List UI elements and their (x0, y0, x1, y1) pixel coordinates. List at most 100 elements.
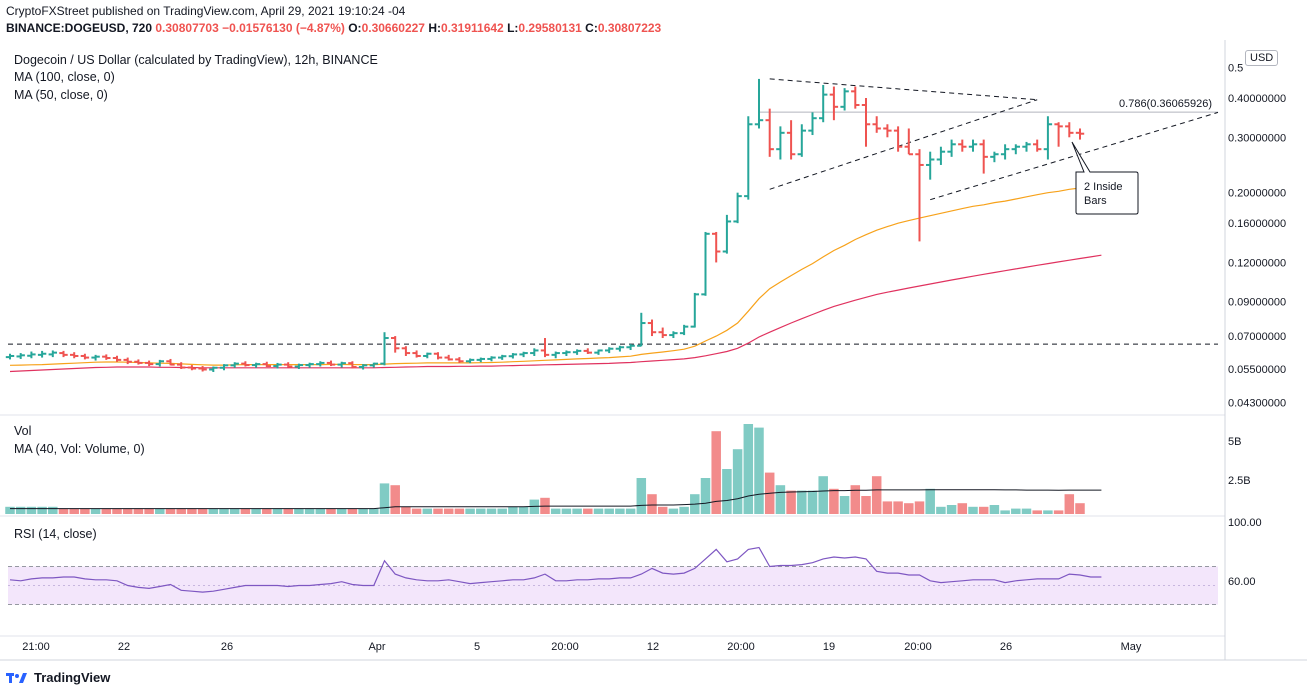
volume-bar (657, 506, 668, 514)
time-tick-label: 22 (118, 641, 130, 653)
volume-bar (561, 508, 572, 514)
volume-bar (1021, 508, 1032, 514)
volume-bar (893, 501, 903, 514)
price-bar (968, 139, 978, 152)
price-bar (540, 338, 550, 358)
price-bar (102, 354, 111, 360)
price-tick-label: 0.07000000 (1228, 331, 1286, 343)
price-bar (583, 348, 592, 354)
volume-bar (240, 508, 251, 514)
price-bar (134, 359, 143, 365)
price-bar (241, 361, 250, 367)
price-bar (926, 151, 935, 180)
price-bar (594, 349, 603, 355)
volume-bar (936, 506, 946, 514)
currency-badge[interactable]: USD (1245, 50, 1279, 66)
volume-bar (133, 508, 144, 514)
volume-bar (48, 506, 58, 514)
price-bar (936, 146, 946, 165)
price-bar (476, 357, 485, 363)
volume-bar (122, 508, 133, 514)
price-bar (722, 214, 732, 254)
rsi-tick-label: 100.00 (1228, 517, 1262, 529)
price-bar (294, 363, 304, 369)
tradingview-icon (6, 672, 27, 683)
chart-title: Dogecoin / US Dollar (calculated by Trad… (14, 53, 378, 67)
price-bar (219, 364, 229, 371)
volume-bar (176, 508, 186, 514)
price-bar (840, 88, 849, 111)
volume-bar (283, 508, 293, 514)
price-bar (530, 348, 539, 356)
price-bar (144, 360, 154, 367)
price-bar (1043, 116, 1053, 160)
volume-bar (112, 508, 122, 514)
price-bar (626, 344, 635, 351)
price-bar (819, 84, 828, 123)
volume-bar (155, 508, 165, 514)
price-bar (733, 192, 742, 224)
volume-bar (401, 506, 411, 514)
volume-bar (58, 508, 69, 514)
volume-bar (1032, 510, 1042, 514)
volume-bar (411, 508, 422, 514)
volume-bar (1000, 510, 1010, 514)
price-bar (273, 362, 282, 369)
price-bar (893, 126, 903, 152)
price-bar (198, 366, 207, 372)
volume-bar (208, 508, 219, 514)
tradingview-logo[interactable]: TradingView (6, 670, 110, 685)
volume-bar (497, 508, 507, 514)
time-tick-label: 20:00 (551, 641, 579, 653)
price-bar (990, 151, 999, 163)
price-bar (1022, 141, 1031, 152)
price-bar (112, 355, 122, 362)
volume-bar (636, 478, 647, 514)
price-bar (786, 120, 796, 160)
price-bar (658, 327, 667, 339)
price-bar (765, 108, 774, 157)
volume-bar (165, 508, 176, 514)
price-bar (262, 361, 271, 368)
price-bar (851, 86, 860, 109)
price-tick-label: 0.04300000 (1228, 398, 1286, 410)
volume-bar (829, 488, 839, 514)
time-tick-label: May (1121, 641, 1142, 653)
volume-bar (358, 508, 368, 514)
price-bar (230, 362, 239, 368)
volume-bar (807, 490, 818, 514)
open-label: O: (348, 21, 362, 35)
volume-bar (989, 505, 1000, 514)
volume-bar (850, 485, 861, 514)
price-bar (166, 358, 175, 366)
volume-bar (486, 508, 497, 514)
trend-line-0 (769, 78, 1038, 101)
volume-bar (743, 424, 754, 514)
volume-bar (326, 508, 336, 514)
price-bar (209, 366, 218, 373)
ma50-legend: MA (50, close, 0) (14, 88, 108, 102)
volume-bar (679, 506, 689, 514)
volume-bar (754, 427, 764, 514)
price-bar (883, 124, 892, 138)
price-bar (16, 353, 25, 359)
volume-bar (315, 508, 326, 514)
volume-bar (390, 485, 400, 514)
price-bar (48, 350, 57, 358)
price-bar (647, 319, 657, 337)
volume-bar (593, 508, 604, 514)
price-tick-label: 0.12000000 (1228, 257, 1286, 269)
price-bar (615, 345, 625, 352)
time-tick-label: 19 (823, 641, 835, 653)
price-bar (91, 354, 100, 361)
time-tick-label: 12 (647, 641, 659, 653)
price-bar (369, 362, 378, 368)
publisher-line: CryptoFXStreet published on TradingView.… (6, 4, 406, 18)
price-bar (123, 357, 132, 365)
ohlc-line: BINANCE:DOGEUSD, 720 0.30807703 −0.01576… (6, 21, 661, 35)
price-bar (5, 353, 15, 360)
price-bar (284, 362, 293, 368)
time-tick-label: 26 (1000, 641, 1012, 653)
price-bar (1075, 128, 1085, 140)
